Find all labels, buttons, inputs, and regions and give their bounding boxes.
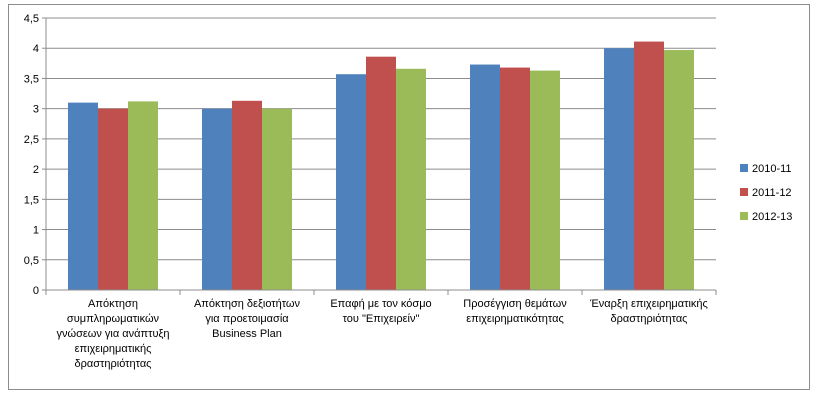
bar-2012-13-cat-3 <box>396 68 426 290</box>
y-tick-label: 2 <box>33 164 39 176</box>
legend-swatch <box>740 188 748 196</box>
category-label-line: Προσέγγιση θεμάτων <box>463 298 567 310</box>
bars <box>68 41 694 291</box>
category-label-line: του "Επιχειρείν" <box>343 313 420 325</box>
y-tick-label: 2,5 <box>24 134 39 146</box>
category-label: Έναρξη επιχειρηματικής δραστηριότητας <box>589 298 708 325</box>
legend-swatch <box>740 164 748 172</box>
bar-2010-11-cat-1 <box>68 102 98 290</box>
bar-2011-12-cat-2 <box>232 100 262 290</box>
category-label: Επαφή με τον κόσμο του "Επιχειρείν" <box>330 298 431 325</box>
y-tick-label: 3 <box>33 104 39 116</box>
bar-2010-11-cat-5 <box>604 48 634 290</box>
legend-label: 2010-11 <box>752 163 792 175</box>
category-label-line: γνώσεων για ανάπτυξη <box>57 328 170 340</box>
legend-label: 2011-12 <box>752 187 792 199</box>
category-label-line: δραστηριότητας <box>611 313 688 325</box>
bar-2011-12-cat-1 <box>98 108 128 291</box>
y-tick-label: 4 <box>33 43 39 55</box>
category-label-line: συμπληρωματικών <box>67 313 160 325</box>
bar-2010-11-cat-3 <box>336 74 366 290</box>
axes <box>42 17 717 295</box>
legend-label: 2012-13 <box>752 211 792 223</box>
y-tick-label: 1 <box>33 225 39 237</box>
category-label-line: Επαφή με τον κόσμο <box>330 298 431 310</box>
category-label-line: Business Plan <box>212 328 282 340</box>
y-tick-label: 1,5 <box>24 194 39 206</box>
bar-2012-13-cat-1 <box>128 101 158 290</box>
y-tick-label: 3,5 <box>24 73 39 85</box>
bar-2011-12-cat-4 <box>500 67 530 290</box>
bar-2011-12-cat-3 <box>366 56 396 290</box>
bar-2011-12-cat-5 <box>634 41 664 290</box>
category-label-line: για προετοιμασία <box>205 313 289 325</box>
category-label: Απόκτηση δεξιοτήτων για προετοιμασία Busin… <box>194 298 301 340</box>
category-label-line: δραστηριότητας <box>75 358 152 370</box>
bar-2010-11-cat-2 <box>202 108 232 291</box>
y-tick-label: 4,5 <box>24 13 39 25</box>
category-label-line: Απόκτηση <box>88 298 138 310</box>
y-tick-label: 0 <box>33 285 39 297</box>
category-label-line: Έναρξη επιχειρηματικής <box>589 298 708 310</box>
legend-swatch <box>740 212 748 220</box>
bar-2012-13-cat-2 <box>262 108 292 291</box>
bar-2012-13-cat-4 <box>530 70 560 290</box>
category-label-line: Απόκτηση δεξιοτήτων <box>194 298 301 310</box>
bar-2010-11-cat-4 <box>470 64 500 290</box>
bar-2012-13-cat-5 <box>664 50 694 291</box>
category-label: Απόκτηση συμπληρωματικών γνώσεων για ανάπτ… <box>57 298 170 370</box>
category-label-line: επιχειρηματικής <box>75 343 152 355</box>
legend: 2010-11 2011-12 2012-13 <box>740 163 792 223</box>
category-label-line: επιχειρηματικότητας <box>466 313 564 325</box>
labels: 0 0,5 1 1,5 2 2,5 3 3,5 4 4,5 Απόκτηση συμπληρωματι… <box>24 13 708 370</box>
category-label: Προσέγγιση θεμάτων επιχειρηματικότητας <box>463 298 567 325</box>
y-tick-label: 0,5 <box>24 255 39 267</box>
